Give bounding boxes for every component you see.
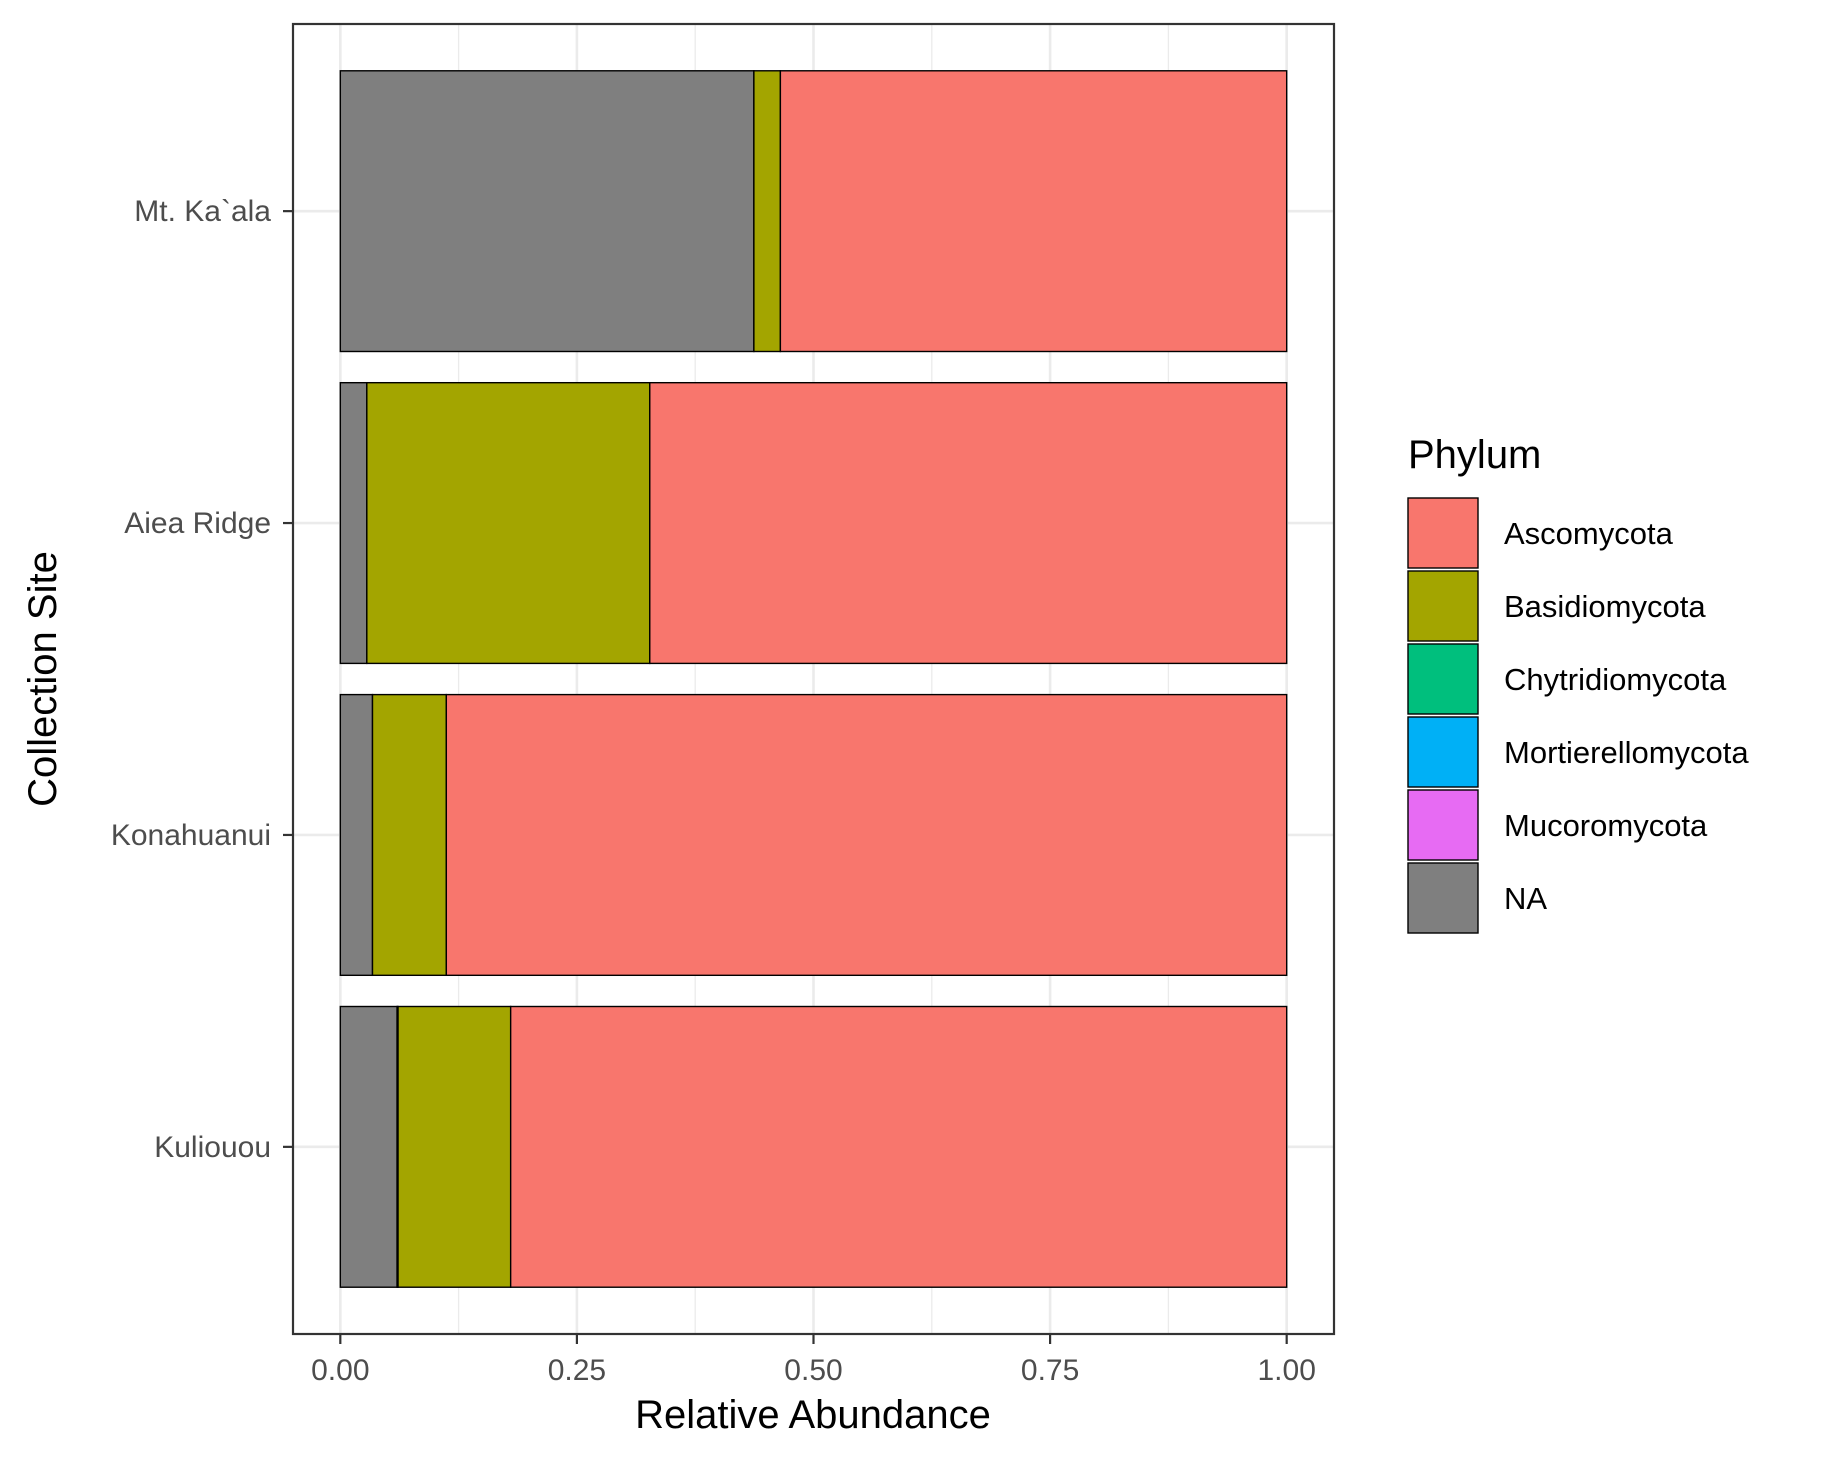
bar-segment: [445, 693, 1288, 977]
bar-segment: [339, 693, 374, 977]
legend-key: [1407, 570, 1479, 642]
x-axis-title: Relative Abundance: [635, 1393, 991, 1437]
bar-segment: [339, 1005, 398, 1288]
y-axis: Mt. Ka`ala Aiea Ridge Konahuanui Kuliouou: [111, 195, 293, 1164]
bar-segment: [366, 381, 651, 665]
bar-segment: [339, 381, 368, 665]
legend-key: [1407, 789, 1479, 861]
bar-segment: [371, 693, 448, 977]
bar-segment: [509, 1005, 1288, 1288]
x-axis: 0.00 0.25 0.50 0.75 1.00: [311, 1334, 1316, 1387]
legend-key: [1407, 716, 1479, 788]
x-tick-label: 0.00: [311, 1354, 369, 1387]
y-axis-title: Collection Site: [21, 551, 65, 807]
x-tick-label: 0.75: [1021, 1354, 1079, 1387]
bar-segment: [339, 70, 755, 353]
x-tick-label: 1.00: [1257, 1354, 1315, 1387]
x-tick-label: 0.25: [548, 1354, 606, 1387]
bar-segment: [649, 381, 1288, 665]
y-tick-label: Mt. Ka`ala: [134, 195, 271, 228]
legend-label: Mucoromycota: [1504, 808, 1708, 843]
legend-label: Basidiomycota: [1504, 589, 1706, 624]
legend-key: [1407, 862, 1479, 934]
x-tick-label: 0.50: [784, 1354, 842, 1387]
legend-label: Chytridiomycota: [1504, 662, 1727, 697]
bar-segment: [779, 70, 1288, 353]
bars: [339, 70, 1288, 1288]
y-tick-label: Aiea Ridge: [124, 507, 271, 540]
legend-label: NA: [1504, 881, 1547, 916]
y-tick-label: Kuliouou: [154, 1131, 271, 1164]
legend-label: Ascomycota: [1504, 516, 1674, 551]
legend-key: [1407, 643, 1479, 715]
legend-key: [1407, 497, 1479, 569]
y-tick-label: Konahuanui: [111, 819, 271, 852]
bar-segment: [397, 1005, 512, 1288]
legend-label: Mortierellomycota: [1504, 735, 1749, 770]
legend: Phylum Ascomycota Basidiomycota Chytridiom…: [1407, 433, 1749, 934]
legend-title: Phylum: [1408, 433, 1541, 477]
bar-segment: [753, 70, 782, 353]
